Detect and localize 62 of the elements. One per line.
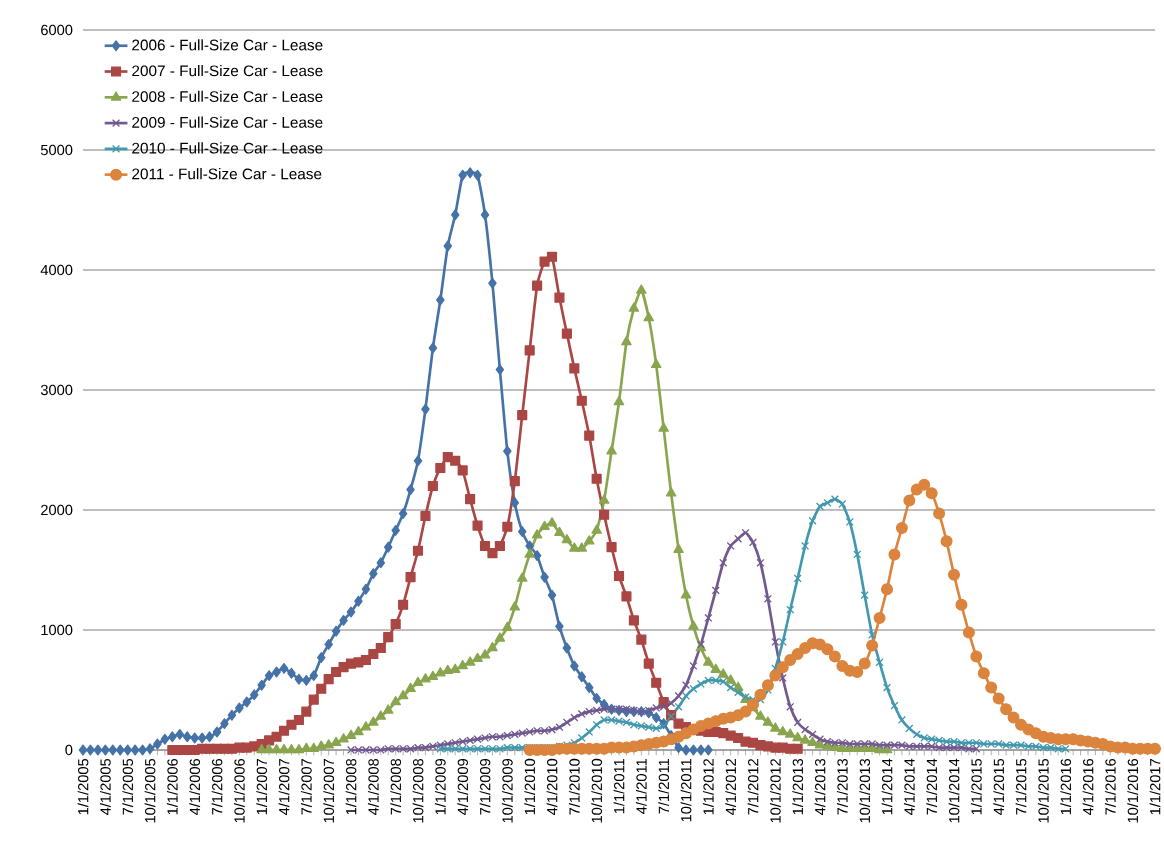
legend-label: 2011 - Full-Size Car - Lease bbox=[132, 168, 322, 180]
x-tick-label: 7/1/2012 bbox=[747, 758, 759, 815]
x-tick-label: 7/1/2015 bbox=[1015, 758, 1027, 815]
x-tick-label: 1/1/2014 bbox=[881, 758, 893, 815]
x-tick-label: 4/1/2007 bbox=[278, 758, 290, 816]
x-tick-label: 10/1/2006 bbox=[233, 758, 245, 823]
x-tick-label: 1/1/2007 bbox=[256, 758, 268, 815]
x-tick-label: 7/1/2006 bbox=[211, 758, 223, 815]
x-tick-label: 1/1/2011 bbox=[613, 758, 625, 814]
x-tick-label: 7/1/2013 bbox=[836, 758, 848, 815]
x-tick-label: 1/1/2013 bbox=[792, 758, 804, 815]
x-tick-label: 1/1/2016 bbox=[1060, 758, 1072, 815]
x-tick-label: 1/1/2017 bbox=[1149, 758, 1161, 815]
x-tick-label: 4/1/2006 bbox=[189, 758, 201, 816]
x-tick-label: 4/1/2015 bbox=[993, 758, 1005, 816]
x-tick-label: 4/1/2005 bbox=[99, 758, 111, 816]
x-tick-label: 7/1/2007 bbox=[300, 758, 312, 815]
y-tick-label: 4000 bbox=[40, 264, 73, 276]
x-tick-label: 4/1/2013 bbox=[814, 758, 826, 816]
x-tick-label: 1/1/2008 bbox=[345, 758, 357, 815]
x-tick-label: 7/1/2014 bbox=[926, 758, 938, 815]
x-tick-label: 10/1/2009 bbox=[501, 758, 513, 823]
x-tick-label: 10/1/2015 bbox=[1037, 758, 1049, 823]
y-tick-label: 2000 bbox=[41, 504, 73, 516]
x-tick-label: 10/1/2008 bbox=[412, 758, 424, 823]
x-tick-label: 10/1/2011 bbox=[680, 758, 692, 822]
x-tick-label: 7/1/2016 bbox=[1104, 758, 1116, 815]
x-tick-label: 7/1/2009 bbox=[479, 758, 491, 815]
x-tick-label: 4/1/2010 bbox=[546, 758, 558, 816]
x-tick-label: 4/1/2011 bbox=[635, 758, 647, 814]
x-tick-label: 7/1/2005 bbox=[122, 758, 134, 815]
x-tick-label: 4/1/2014 bbox=[903, 758, 915, 816]
y-tick-label: 0 bbox=[65, 744, 73, 756]
x-tick-label: 10/1/2007 bbox=[323, 758, 335, 823]
x-tick-label: 7/1/2011 bbox=[658, 758, 670, 814]
x-tick-label: 1/1/2010 bbox=[524, 758, 536, 815]
x-tick-label: 4/1/2016 bbox=[1082, 758, 1094, 816]
legend-label: 2008 - Full-Size Car - Lease bbox=[132, 90, 323, 103]
legend-label: 2006 - Full-Size Car - Lease bbox=[132, 39, 323, 51]
x-tick-label: 10/1/2010 bbox=[591, 758, 603, 823]
x-tick-label: 10/1/2005 bbox=[144, 758, 156, 823]
x-tick-label: 1/1/2005 bbox=[77, 758, 89, 815]
x-tick-label: 7/1/2010 bbox=[568, 758, 580, 815]
x-tick-label: 1/1/2009 bbox=[434, 758, 446, 815]
x-tick-label: 4/1/2008 bbox=[367, 758, 379, 816]
x-tick-label: 1/1/2015 bbox=[970, 758, 982, 815]
x-tick-label: 1/1/2012 bbox=[702, 758, 714, 815]
x-tick-label: 10/1/2016 bbox=[1127, 758, 1139, 823]
y-tick-label: 3000 bbox=[40, 384, 73, 396]
y-tick-label: 6000 bbox=[41, 24, 73, 36]
y-tick-label: 1000 bbox=[41, 624, 73, 636]
x-tick-label: 1/1/2006 bbox=[166, 758, 178, 815]
x-tick-label: 4/1/2012 bbox=[725, 758, 737, 816]
x-tick-label: 10/1/2013 bbox=[859, 758, 871, 823]
x-tick-label: 10/1/2012 bbox=[769, 758, 781, 823]
legend-label: 2010 - Full-Size Car - Lease bbox=[132, 142, 323, 154]
legend-label: 2009 - Full-Size Car - Lease bbox=[132, 116, 323, 128]
legend-label: 2007 - Full-Size Car - Lease bbox=[132, 64, 323, 77]
x-tick-label: 10/1/2014 bbox=[948, 758, 960, 823]
x-tick-label: 7/1/2008 bbox=[390, 758, 402, 815]
y-tick-label: 5000 bbox=[40, 144, 73, 156]
x-tick-label: 4/1/2009 bbox=[457, 758, 469, 816]
